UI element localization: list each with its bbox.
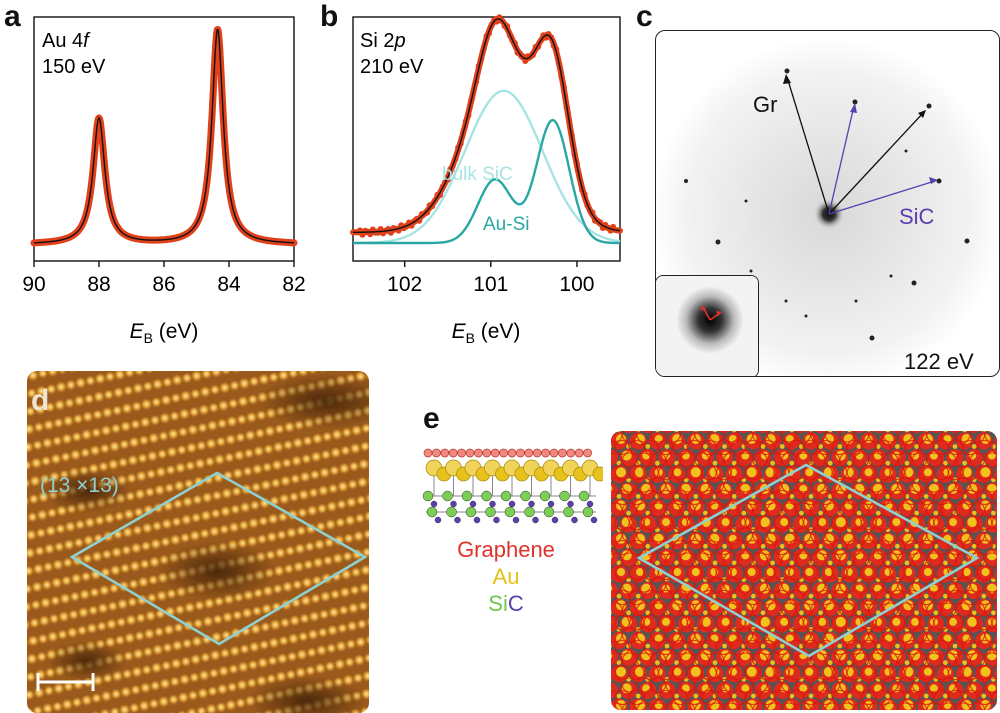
legend-graphene: Graphene bbox=[457, 537, 555, 562]
leed-gr-label: Gr bbox=[753, 92, 777, 117]
chart-b-data-point bbox=[530, 52, 536, 58]
chart-a-frame bbox=[33, 16, 295, 262]
stm-cell-label: (13 ×13) bbox=[40, 474, 119, 497]
leed-diffraction-spots bbox=[684, 68, 970, 341]
chart-b-annotation-line2: 210 eV bbox=[360, 56, 424, 78]
chart-a-xtick-label: 88 bbox=[87, 273, 110, 296]
panel-letter-a: a bbox=[4, 0, 21, 33]
model-sic-layers bbox=[422, 490, 598, 524]
leed-pattern: Gr SiC 122 eV bbox=[655, 30, 1000, 377]
legend-sic: SiC bbox=[488, 591, 524, 616]
chart-b-bulk-series bbox=[353, 89, 621, 245]
model-au-layer bbox=[425, 459, 603, 496]
chart-b-bulk-label: bulk SiC bbox=[442, 164, 513, 185]
panel-letter-e: e bbox=[423, 402, 440, 435]
leed-graphene-vectors bbox=[786, 76, 925, 215]
chart-a-xtick-label: 82 bbox=[282, 273, 305, 296]
chart-a-annotation-line2: 150 eV bbox=[42, 56, 106, 78]
chart-b-xlabel: EB (eV) bbox=[452, 320, 521, 346]
chart-b-data-point bbox=[437, 192, 443, 199]
chart-a-fit-series bbox=[33, 29, 294, 244]
panel-letter-b: b bbox=[320, 0, 339, 33]
stm-unit-cell bbox=[69, 471, 368, 646]
chart-b: 102 101 100 bulk SiC Au-Si Si 2p 210 eV EB… bbox=[350, 14, 623, 346]
chart-b-data-point bbox=[504, 23, 511, 30]
legend-au: Au bbox=[493, 564, 520, 589]
chart-b-fit-series bbox=[353, 18, 621, 234]
chart-a-xtick-label: 84 bbox=[217, 273, 241, 296]
chart-a: 90 88 86 84 82 Au 4f 150 eV EB (eV) bbox=[22, 16, 306, 346]
top-view-canvas bbox=[611, 431, 997, 710]
chart-a-xtick-label: 86 bbox=[152, 273, 175, 296]
chart-b-data-point bbox=[429, 203, 436, 210]
top-view-unit-cell bbox=[636, 463, 980, 658]
leed-graphene-arrowheads bbox=[783, 74, 926, 118]
chart-a-annotation-line1: Au 4f bbox=[42, 30, 91, 52]
leed-sic-vectors bbox=[828, 105, 936, 215]
chart-b-xtick-label: 101 bbox=[473, 273, 508, 296]
stm-dark-regions bbox=[42, 373, 369, 713]
chart-b-data-point bbox=[377, 226, 384, 232]
leed-sic-arrowheads bbox=[850, 103, 938, 184]
stm-image: (13 ×13) d bbox=[27, 371, 369, 713]
leed-energy-label: 122 eV bbox=[904, 349, 974, 374]
panel-letter-d: d bbox=[31, 384, 49, 417]
top-view-model bbox=[611, 431, 997, 710]
chart-b-data-point bbox=[597, 219, 604, 226]
chart-a-xtick-label: 90 bbox=[22, 273, 45, 296]
chart-b-xtick-label: 102 bbox=[387, 273, 422, 296]
chart-b-xtick-label: 100 bbox=[559, 273, 594, 296]
chart-b-ausi-label: Au-Si bbox=[483, 214, 529, 235]
leed-inset bbox=[656, 275, 759, 376]
chart-b-frame bbox=[352, 16, 621, 262]
chart-b-data-point bbox=[387, 229, 394, 236]
stm-image-canvas: (13 ×13) d bbox=[27, 371, 369, 713]
model-graphene-layer bbox=[423, 448, 592, 458]
panel-letter-c: c bbox=[636, 0, 653, 33]
chart-b-ausi-series bbox=[353, 118, 620, 245]
leed-inset-image bbox=[656, 276, 758, 376]
chart-b-data-point bbox=[522, 58, 529, 64]
leed-sic-label: SiC bbox=[899, 204, 935, 229]
chart-b-annotation-line1: Si 2p bbox=[360, 30, 406, 52]
side-view-model: Graphene Au SiC bbox=[422, 448, 603, 616]
chart-b-data-point bbox=[424, 209, 431, 216]
chart-a-xlabel: EB (eV) bbox=[130, 320, 199, 346]
